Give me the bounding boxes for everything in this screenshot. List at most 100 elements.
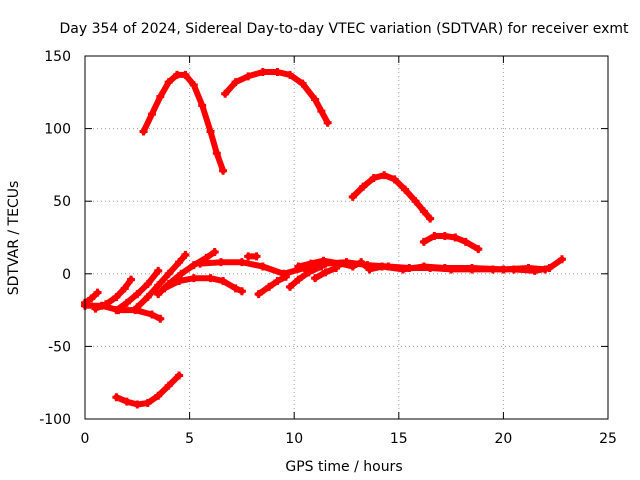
data-point <box>143 279 152 288</box>
x-tick-label: 15 <box>390 431 408 447</box>
data-point <box>378 262 387 271</box>
data-point <box>369 173 378 182</box>
data-point <box>440 263 449 272</box>
data-point <box>133 400 142 409</box>
data-point <box>258 262 267 271</box>
y-tick-label: -100 <box>39 412 71 428</box>
data-point <box>160 284 169 293</box>
series-line <box>255 273 289 298</box>
data-point <box>206 274 215 283</box>
series-low-band <box>81 301 165 323</box>
data-point <box>298 79 307 88</box>
data-point <box>306 259 315 268</box>
data-point <box>147 110 156 119</box>
x-axis-label: GPS time / hours <box>285 459 402 475</box>
data-point <box>154 281 163 290</box>
series-line <box>287 263 325 290</box>
series-flat-arc <box>160 274 246 296</box>
data-point <box>181 250 190 259</box>
y-axis-label: SDTVAR / TECUs <box>6 181 22 296</box>
data-point <box>181 70 190 79</box>
data-point <box>317 107 326 116</box>
data-point <box>451 233 460 242</box>
y-tick-label: 150 <box>44 49 71 65</box>
data-point <box>357 258 366 267</box>
data-point <box>426 214 435 223</box>
data-point <box>97 301 106 310</box>
series-dip-2 <box>286 262 326 291</box>
data-point <box>173 70 182 79</box>
data-point <box>440 232 449 241</box>
data-point <box>321 268 330 277</box>
data-point <box>237 258 246 267</box>
data-point <box>524 263 533 272</box>
data-point <box>175 277 184 286</box>
data-point <box>557 255 566 264</box>
axis-ticks: 0 5 10 15 20 25 -100 -50 0 50 100 150 <box>39 49 617 447</box>
data-point <box>189 274 198 283</box>
data-point <box>419 207 428 216</box>
data-point <box>156 92 165 101</box>
data-point <box>541 265 550 274</box>
data-point <box>273 277 282 286</box>
data-point <box>189 81 198 90</box>
data-point <box>348 262 357 271</box>
data-point <box>122 298 131 307</box>
data-point <box>258 67 267 76</box>
data-point <box>281 272 290 281</box>
data-point <box>210 248 219 257</box>
data-point <box>390 175 399 184</box>
data-point <box>143 293 152 302</box>
data-point <box>122 397 131 406</box>
data-point <box>154 266 163 275</box>
data-point <box>401 185 410 194</box>
data-point <box>244 72 253 81</box>
data-point <box>112 393 121 402</box>
data-point <box>147 310 156 319</box>
data-point <box>175 371 184 380</box>
data-point <box>231 284 240 293</box>
data-point <box>206 127 215 136</box>
data-point <box>311 274 320 283</box>
series-arc-mid <box>348 171 435 223</box>
x-tick-label: 20 <box>494 431 512 447</box>
x-tick-label: 5 <box>185 431 194 447</box>
data-point <box>430 232 439 241</box>
x-tick-label: 0 <box>81 431 90 447</box>
data-point <box>219 166 228 175</box>
data-point <box>254 290 263 299</box>
data-point <box>499 265 508 274</box>
data-point <box>319 256 328 265</box>
data-point <box>311 95 320 104</box>
data-point <box>164 269 173 278</box>
data-point <box>177 269 186 278</box>
y-tick-label: -50 <box>48 339 71 355</box>
grid-lines <box>85 56 608 419</box>
data-point <box>127 275 136 284</box>
data-point <box>398 265 407 274</box>
series-blip <box>244 252 261 261</box>
data-point <box>219 277 228 286</box>
data-point <box>468 263 477 272</box>
series-arc-high-2 <box>221 67 332 127</box>
data-point <box>380 171 389 180</box>
data-point <box>231 78 240 87</box>
series-arc-low <box>112 371 184 409</box>
y-tick-label: 100 <box>44 122 71 138</box>
data-point <box>304 268 313 277</box>
data-point <box>294 262 303 271</box>
data-point <box>237 287 246 296</box>
data-point <box>323 118 332 127</box>
data-point <box>189 261 198 270</box>
data-point <box>154 391 163 400</box>
data-point <box>164 381 173 390</box>
x-tick-label: 10 <box>285 431 303 447</box>
data-point <box>294 275 303 284</box>
data-point <box>93 288 102 297</box>
series-dip-1 <box>254 272 290 299</box>
data-point <box>164 78 173 87</box>
chart-title: Day 354 of 2024, Sidereal Day-to-day VTE… <box>60 21 630 37</box>
series-line <box>222 69 331 126</box>
